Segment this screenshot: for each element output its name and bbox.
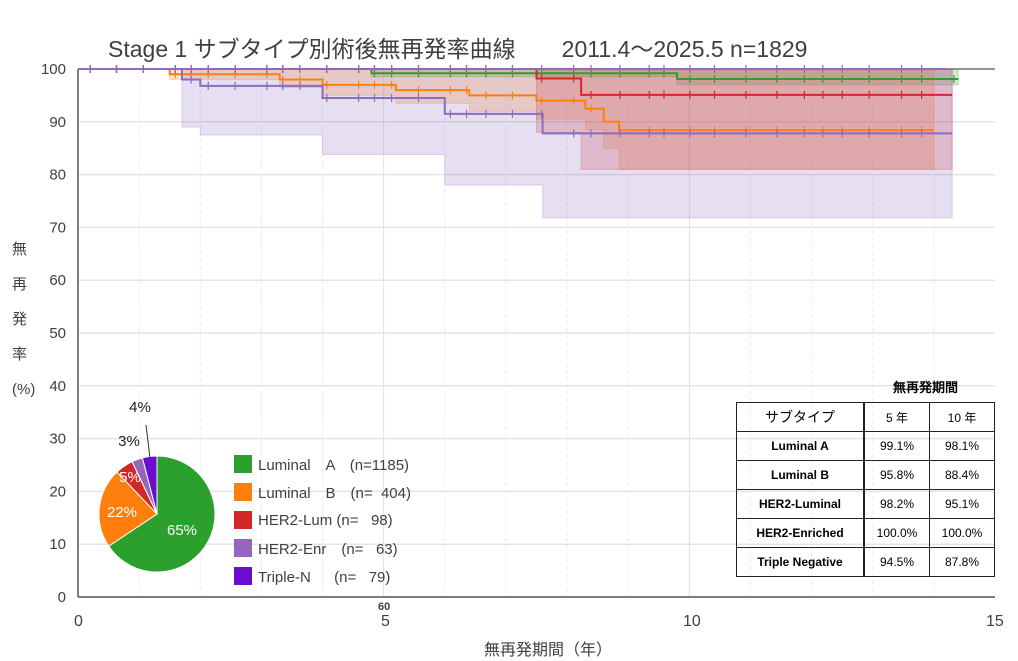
cell: 95.1%	[929, 489, 995, 519]
legend-swatch	[234, 567, 252, 585]
cell: HER2-Enriched	[736, 518, 865, 548]
y-tick-label: 40	[49, 378, 66, 395]
pie-slice-luminal a	[108, 455, 216, 573]
y-tick-label: 0	[58, 589, 66, 606]
table-row: Triple Negative 94.5% 87.8%	[736, 547, 995, 577]
x-tick-10: 10	[683, 613, 701, 630]
pie-label: 3%	[118, 433, 140, 450]
y-tick-label: 30	[49, 431, 66, 448]
cell: Triple Negative	[736, 547, 865, 577]
y-tick-label: 90	[49, 114, 66, 131]
cell: 98.2%	[863, 489, 930, 519]
y-axis-label: 無再発率(%)	[12, 241, 36, 398]
km-curve-luminal-b	[78, 68, 934, 132]
chart-title: Stage 1 サブタイプ別術後無再発率曲線 2011.4〜2025.5 n=1…	[108, 36, 808, 62]
pie-slice-luminal b	[98, 471, 158, 547]
x-tick-extra: 60	[378, 601, 391, 613]
cell: 88.4%	[929, 460, 995, 490]
legend-label: Triple-N (n= 79)	[258, 568, 391, 586]
legend-label: Luminal A (n=1185)	[258, 456, 410, 474]
censor-marks-triple-negative	[89, 65, 923, 138]
y-tick-label: 100	[41, 61, 66, 78]
ci-band-triple-negative	[78, 68, 953, 219]
legend-swatch	[234, 455, 252, 473]
legend-label: HER2-Enr (n= 63)	[258, 540, 398, 558]
cell: Luminal B	[736, 460, 865, 490]
x-tick-0: 0	[74, 613, 83, 630]
pie-leader-line	[145, 424, 151, 459]
km-curve-triple-negative	[78, 68, 953, 135]
pie-label: 65%	[167, 522, 197, 539]
x-tick-5: 5	[381, 613, 390, 630]
table-header-row: サブタイプ 5 年 10 年	[736, 402, 995, 432]
cell: 100.0%	[929, 518, 995, 548]
pie-label: 22%	[107, 504, 137, 521]
x-tick-15: 15	[986, 613, 1004, 630]
cell: 98.1%	[929, 431, 995, 461]
legend-item: Triple-N (n= 79)	[234, 562, 411, 590]
cell: 87.8%	[929, 547, 995, 577]
cell: HER2-Luminal	[736, 489, 865, 519]
legend-item: Luminal B (n= 404)	[234, 478, 411, 506]
y-tick-label: 50	[49, 325, 66, 342]
legend-swatch	[234, 483, 252, 501]
legend-label: Luminal B (n= 404)	[258, 484, 411, 502]
table-row: Luminal B 95.8% 88.4%	[736, 460, 995, 490]
y-tick-label: 60	[49, 272, 66, 289]
header-cell: 5 年	[863, 402, 930, 432]
legend: Luminal A (n=1185) Luminal B (n= 404) HE…	[234, 450, 411, 590]
cell: Luminal A	[736, 431, 865, 461]
table-row: HER2-Luminal 98.2% 95.1%	[736, 489, 995, 519]
table-row: HER2-Enriched 100.0% 100.0%	[736, 518, 995, 548]
y-tick-label: 70	[49, 219, 66, 236]
table-caption: 無再発期間	[893, 380, 959, 395]
cell: 94.5%	[863, 547, 930, 577]
cell: 99.1%	[863, 431, 930, 461]
pie-label: 5%	[119, 469, 141, 486]
legend-label: HER2-Lum (n= 98)	[258, 511, 393, 529]
legend-item: HER2-Lum (n= 98)	[234, 506, 411, 534]
y-tick-label: 20	[49, 483, 66, 500]
legend-swatch	[234, 511, 252, 529]
legend-item: Luminal A (n=1185)	[234, 450, 411, 478]
table-row: Luminal A 99.1% 98.1%	[736, 431, 995, 461]
cell: 95.8%	[863, 460, 930, 490]
survival-table: サブタイプ 5 年 10 年 Luminal A 99.1% 98.1% Lumin…	[736, 402, 995, 577]
x-axis-label: 無再発期間（年）	[484, 642, 613, 659]
header-cell: 10 年	[929, 402, 995, 432]
pie-label: 4%	[129, 399, 151, 416]
legend-swatch	[234, 539, 252, 557]
y-tick-label: 80	[49, 167, 66, 184]
header-cell: サブタイプ	[736, 402, 865, 432]
cell: 100.0%	[863, 518, 930, 548]
y-tick-label: 10	[49, 536, 66, 553]
legend-item: HER2-Enr (n= 63)	[234, 534, 411, 562]
